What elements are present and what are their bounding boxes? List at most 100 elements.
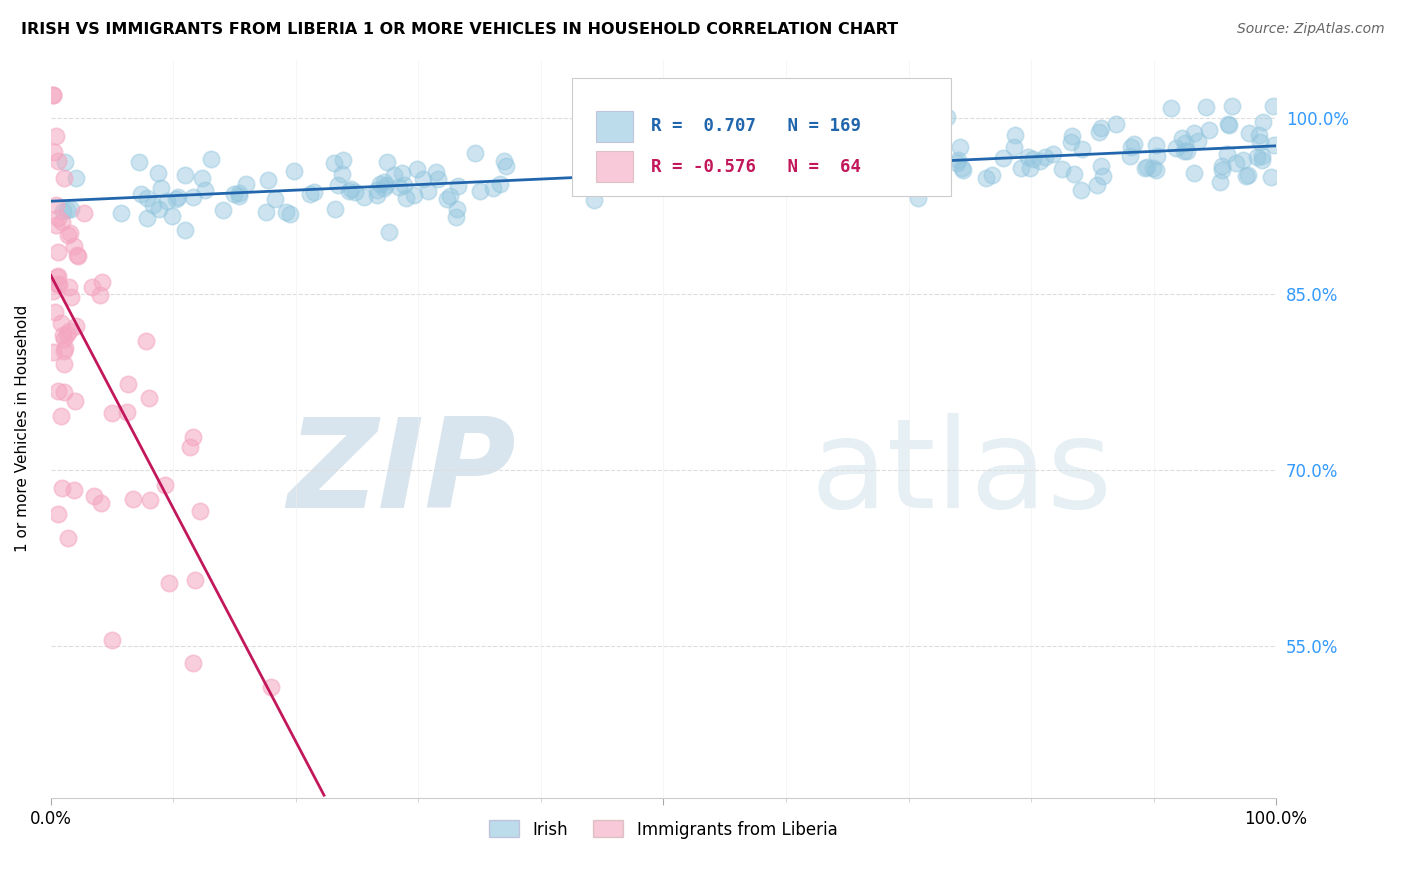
Point xyxy=(53,357,76,371)
Point xyxy=(129,187,152,202)
Point xyxy=(1004,128,1026,142)
Point xyxy=(63,483,86,498)
Point xyxy=(353,190,375,204)
Point xyxy=(51,215,73,229)
Point xyxy=(918,163,941,178)
Point xyxy=(46,154,69,169)
Point xyxy=(181,430,204,444)
Point xyxy=(1225,155,1247,169)
Point xyxy=(136,191,159,205)
Point xyxy=(1239,127,1261,141)
Point xyxy=(42,87,65,102)
Point xyxy=(100,632,122,647)
Point xyxy=(49,316,72,330)
Point xyxy=(58,279,80,293)
Point xyxy=(368,177,391,191)
Point xyxy=(1175,144,1198,158)
Point xyxy=(948,153,970,167)
Point xyxy=(299,186,322,201)
Point xyxy=(425,165,447,179)
Point xyxy=(1060,136,1083,150)
Point xyxy=(42,87,65,102)
Point xyxy=(436,192,458,206)
Point xyxy=(328,178,350,192)
Point xyxy=(492,153,515,168)
Point xyxy=(322,156,344,170)
Point xyxy=(1091,169,1114,184)
Point xyxy=(1062,128,1084,143)
Point xyxy=(1022,152,1045,166)
Point xyxy=(373,175,395,189)
Point xyxy=(110,206,132,220)
Point xyxy=(1085,178,1108,192)
Point xyxy=(42,284,65,298)
Point xyxy=(1237,168,1260,182)
Point xyxy=(128,155,150,169)
Point xyxy=(1028,153,1050,168)
Point xyxy=(912,169,935,183)
Text: Source: ZipAtlas.com: Source: ZipAtlas.com xyxy=(1237,22,1385,37)
Point xyxy=(402,188,425,202)
Point xyxy=(66,249,89,263)
Point xyxy=(53,343,76,358)
Point xyxy=(406,161,429,176)
Text: IRISH VS IMMIGRANTS FROM LIBERIA 1 OR MORE VEHICLES IN HOUSEHOLD CORRELATION CHA: IRISH VS IMMIGRANTS FROM LIBERIA 1 OR MO… xyxy=(21,22,898,37)
Point xyxy=(260,680,283,694)
Point xyxy=(1195,100,1218,114)
Point xyxy=(142,198,165,212)
Point xyxy=(375,178,398,192)
Point xyxy=(1160,101,1182,115)
Point xyxy=(1090,120,1112,135)
Point xyxy=(200,152,222,166)
Point xyxy=(1251,115,1274,129)
Point xyxy=(464,145,486,160)
Point xyxy=(1218,117,1240,131)
Text: ZIP: ZIP xyxy=(288,413,516,533)
Point xyxy=(58,324,80,338)
Point xyxy=(138,391,160,405)
Point xyxy=(1071,142,1094,156)
Point xyxy=(58,531,80,545)
Point xyxy=(1182,126,1205,140)
Point xyxy=(46,270,69,285)
Point xyxy=(392,178,415,192)
Point xyxy=(73,206,96,220)
Point xyxy=(51,409,73,423)
Point xyxy=(1171,131,1194,145)
Point xyxy=(907,191,929,205)
Point xyxy=(1211,162,1233,177)
Point xyxy=(1232,153,1254,168)
Point xyxy=(48,211,70,225)
Point xyxy=(439,188,461,202)
Point xyxy=(391,166,413,180)
FancyBboxPatch shape xyxy=(596,111,633,142)
Point xyxy=(366,187,388,202)
Point xyxy=(46,508,69,522)
Point xyxy=(212,202,235,217)
Point xyxy=(418,184,440,198)
Point xyxy=(190,504,212,518)
Point xyxy=(278,207,301,221)
Point xyxy=(122,492,145,507)
Point xyxy=(1173,145,1195,159)
Point xyxy=(66,248,89,262)
Point xyxy=(946,156,969,170)
Point xyxy=(991,152,1014,166)
Point xyxy=(382,168,405,182)
Point xyxy=(775,151,797,165)
Point xyxy=(377,226,399,240)
Point xyxy=(56,227,79,242)
Point xyxy=(53,333,76,347)
Point xyxy=(1209,175,1232,189)
Point xyxy=(489,177,512,191)
Point xyxy=(1018,161,1040,175)
Point xyxy=(274,205,297,219)
Point xyxy=(146,166,169,180)
Point xyxy=(911,173,934,187)
Point xyxy=(148,202,170,216)
Point xyxy=(44,305,66,319)
Point xyxy=(1263,99,1285,113)
Point xyxy=(936,111,959,125)
Point xyxy=(56,202,79,217)
Point xyxy=(254,205,277,219)
